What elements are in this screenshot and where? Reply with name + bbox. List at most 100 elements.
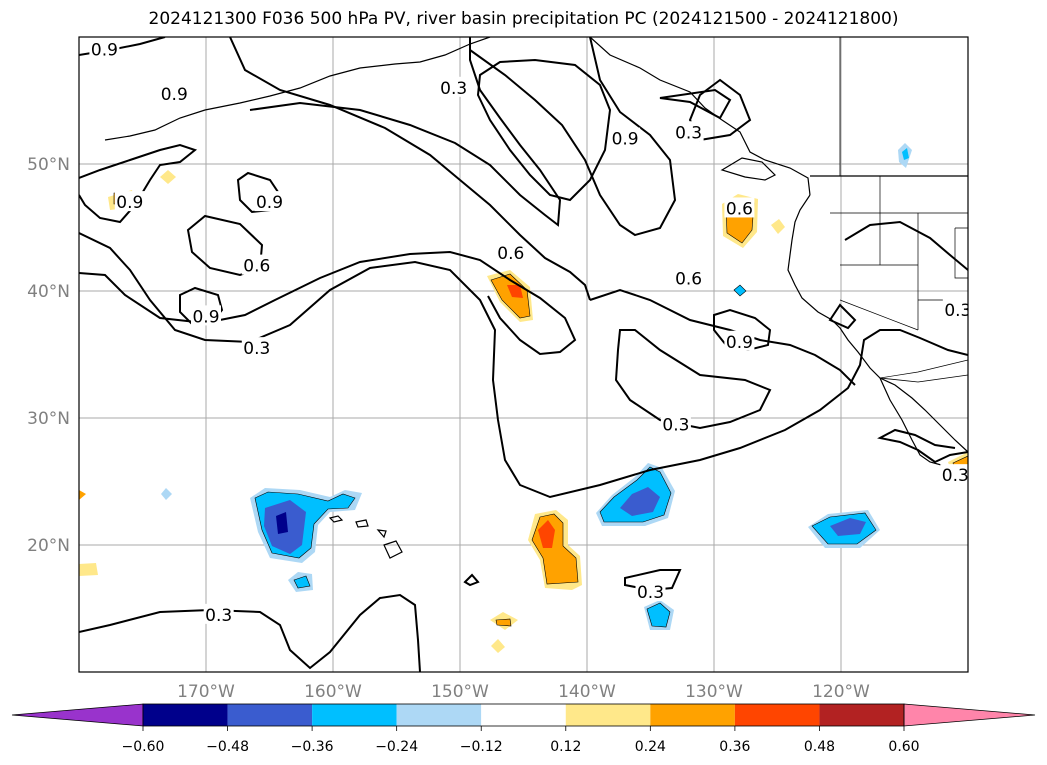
contour-label: 0.3 [940, 464, 969, 486]
colorbar-tick-label: 0.36 [719, 739, 750, 755]
contour-label: 0.9 [114, 191, 145, 213]
colorbar-tick-label: 0.60 [888, 739, 919, 755]
contour-label-bg [438, 76, 469, 97]
longitude-tick-labels: 170°W 160°W 150°W 140°W 130°W 120°W [177, 682, 870, 702]
map-background [79, 37, 968, 672]
precip-blob [733, 284, 747, 297]
pv-contour-0.3 [79, 232, 968, 499]
colorbar: −0.60 −0.48 −0.36 −0.24 −0.12 0.12 0.24 0.36 0.4… [11, 703, 1036, 755]
contour-label-text: 0.3 [662, 415, 689, 435]
colorbar-bin [396, 704, 482, 726]
contour-label-bg [241, 254, 272, 275]
pv-contour-0.9 [713, 308, 772, 352]
map-title: 2024121300 F036 500 hPa PV, river basin … [148, 9, 899, 29]
map-panel: 0.9 0.9 0.3 0.9 0.9 0.6 0.9 0.3 0.9 0.6 0.6 0.3 0.6 0… [78, 36, 971, 673]
hawaii-islands [328, 515, 403, 559]
precip-blob [160, 170, 176, 184]
coastlines-and-borders [104, 37, 968, 559]
contour-label: 0.9 [254, 191, 285, 213]
contour-labels: 0.9 0.9 0.3 0.9 0.9 0.6 0.9 0.3 0.9 0.6 0.6 0.3 0.6 0… [89, 38, 971, 626]
contour-label-text: 0.3 [205, 606, 232, 626]
colorbar-tick-label: −0.24 [375, 739, 418, 755]
lon-tick-label: 170°W [177, 682, 235, 702]
precip-blob [79, 563, 98, 576]
latitude-tick-labels: 20°N 30°N 40°N 50°N [27, 155, 70, 556]
colorbar-tick-label: 0.12 [550, 739, 581, 755]
contour-label: 0.9 [610, 127, 641, 150]
pv-contour-0.3 [828, 303, 857, 330]
contour-label-bg [159, 83, 190, 104]
pv-contour-0.3 [79, 593, 421, 672]
contour-label: 0.9 [724, 330, 755, 353]
pv-contour-0.6 [79, 250, 577, 356]
contour-label-bg [635, 580, 666, 601]
colorbar-tick-label: −0.12 [460, 739, 503, 755]
precip-blob [79, 490, 86, 500]
colorbar-tick-label: 0.48 [804, 739, 835, 755]
contour-label-bg [203, 603, 234, 624]
pv-contour-0.6 [688, 78, 752, 142]
contour-label-bg [610, 127, 641, 148]
contour-label-text: 0.9 [612, 130, 639, 150]
precip-blob [495, 618, 512, 627]
precip-blob [491, 639, 505, 653]
colorbar-tick-label: −0.60 [122, 739, 165, 755]
lat-tick-label: 50°N [27, 155, 70, 175]
pv-contour-0.3 [249, 37, 562, 227]
lat-tick-label: 30°N [27, 409, 70, 429]
contour-label-text: 0.3 [637, 583, 664, 603]
contour-label-text: 0.6 [675, 269, 702, 289]
contour-label-bg [724, 197, 755, 218]
precip-blob [620, 487, 660, 516]
contour-label-bg [495, 241, 526, 262]
colorbar-bin [565, 704, 651, 726]
pv-contour-0.3 [463, 573, 480, 587]
colorbar-tick-label: 0.24 [635, 739, 666, 755]
precip-blob [507, 285, 523, 298]
contour-label: 0.3 [438, 76, 469, 99]
colorbar-bin [481, 704, 566, 726]
pv-contour-0.6 [469, 37, 677, 237]
pv-contour-0.3 [877, 428, 968, 464]
contour-label-bg [660, 413, 691, 434]
contour-label-bg [673, 121, 704, 142]
contour-label-text: 0.3 [942, 466, 969, 486]
colorbar-extend-min [11, 703, 144, 727]
colorbar-bin [734, 704, 820, 726]
vancouver-island [720, 157, 777, 181]
lon-tick-label: 160°W [304, 682, 362, 702]
lat-tick-label: 20°N [27, 536, 70, 556]
contour-label-text: 0.3 [944, 301, 971, 321]
coastline-alaska [104, 37, 491, 141]
contour-label: 0.6 [241, 254, 272, 277]
pv-contour-0.6 [229, 37, 591, 301]
colorbar-bin [143, 704, 228, 726]
pv-contour-0.3 [624, 569, 682, 592]
contour-label: 0.3 [203, 603, 234, 626]
contour-label-text: 0.9 [116, 193, 143, 213]
pv-contour-0.9 [79, 143, 198, 224]
contour-label-text: 0.6 [726, 199, 753, 219]
pv-contour-0.3 [614, 329, 772, 430]
precip-blob [293, 575, 311, 589]
contour-label-bg [191, 305, 221, 326]
contour-label-text: 0.3 [440, 79, 467, 99]
contour-label: 0.6 [724, 197, 755, 219]
contour-label-text: 0.9 [192, 307, 219, 327]
contour-label-bg [942, 299, 968, 320]
colorbar-tick-label: −0.48 [206, 739, 249, 755]
lon-tick-label: 130°W [685, 682, 743, 702]
coastline-west-coast [787, 194, 968, 453]
colorbar-bin [650, 704, 735, 726]
border-us-mexico [879, 374, 968, 383]
lon-tick-label: 120°W [812, 682, 870, 702]
precip-blob [538, 520, 555, 548]
precip-blob [830, 518, 866, 536]
contour-label-bg [673, 267, 704, 288]
precip-negative-shading [161, 143, 912, 630]
colorbar-extend-max [903, 703, 1036, 727]
contour-label-text: 0.9 [256, 193, 283, 213]
contour-label-text: 0.3 [675, 123, 702, 143]
contour-label-bg [114, 191, 145, 212]
